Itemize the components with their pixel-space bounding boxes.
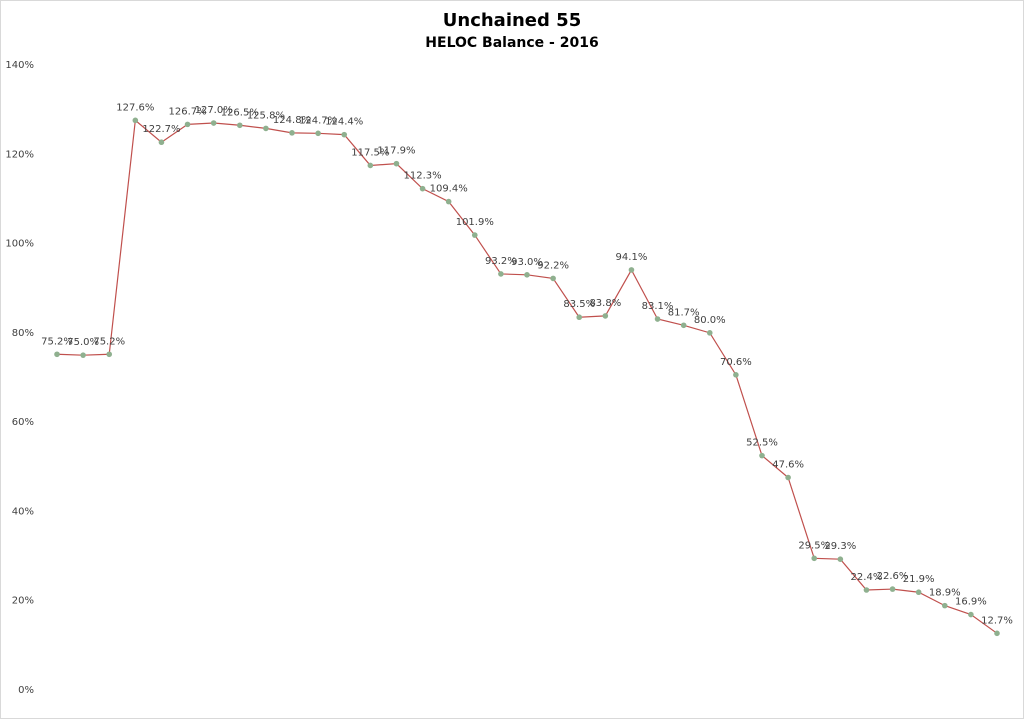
data-point [445, 198, 452, 205]
data-point [968, 611, 974, 618]
data-label: 117.5% [351, 147, 389, 158]
data-point [733, 372, 739, 378]
data-label: 29.5% [798, 540, 830, 551]
data-label: 81.7% [668, 307, 700, 318]
data-label: 93.0% [511, 257, 543, 268]
data-label: 126.5% [221, 107, 259, 118]
data-point [759, 452, 765, 459]
data-point [54, 351, 60, 358]
data-point [341, 131, 348, 138]
data-label: 80.0% [694, 315, 726, 326]
data-label: 29.3% [824, 541, 856, 552]
data-label: 70.6% [720, 357, 752, 368]
data-point [367, 162, 374, 169]
data-label: 75.2% [41, 336, 73, 347]
data-point [915, 589, 922, 596]
y-tick-label: 40% [12, 506, 34, 517]
data-point [315, 130, 321, 137]
data-point [263, 125, 269, 132]
data-label: 75.2% [93, 336, 125, 347]
data-point [576, 314, 583, 321]
data-point [811, 555, 818, 562]
data-point [106, 351, 113, 358]
data-label: 16.9% [955, 597, 987, 608]
data-label: 22.6% [877, 571, 909, 582]
data-point [837, 556, 844, 562]
data-point [236, 122, 243, 129]
data-label: 122.7% [142, 124, 180, 135]
data-label: 83.8% [589, 298, 621, 309]
y-tick-label: 0% [18, 685, 34, 696]
data-label: 109.4% [430, 184, 468, 195]
data-label: 127.6% [116, 102, 154, 113]
data-label: 12.7% [981, 615, 1013, 626]
data-point [158, 139, 165, 146]
data-label: 92.2% [537, 260, 569, 271]
data-label: 83.5% [563, 299, 595, 310]
data-point [471, 232, 478, 238]
data-point [210, 120, 217, 126]
data-point [941, 602, 948, 609]
data-point [419, 185, 426, 192]
data-point [132, 117, 139, 124]
data-point [994, 630, 1000, 637]
data-label: 18.9% [929, 588, 961, 599]
y-tick-label: 60% [12, 417, 34, 428]
data-point [393, 160, 400, 167]
data-point [80, 352, 86, 358]
y-tick-label: 80% [12, 328, 34, 339]
data-label: 124.4% [325, 117, 363, 128]
data-label: 124.8% [273, 115, 311, 126]
data-label: 112.3% [403, 171, 441, 182]
data-label: 127.0% [195, 105, 233, 116]
data-point [863, 587, 870, 593]
data-point [184, 121, 191, 128]
data-point [680, 322, 687, 329]
y-tick-label: 120% [5, 149, 34, 160]
data-label: 126.7% [168, 106, 206, 117]
data-point [550, 275, 556, 282]
data-label: 101.9% [456, 217, 494, 228]
data-label: 124.7% [299, 115, 337, 126]
data-point [602, 313, 609, 319]
y-tick-label: 100% [5, 239, 34, 250]
data-point [889, 586, 896, 592]
data-point [628, 267, 635, 273]
data-point [498, 271, 504, 277]
data-point [524, 272, 530, 278]
data-label: 83.1% [642, 301, 674, 312]
data-point [785, 474, 791, 481]
data-point [706, 330, 713, 336]
data-label: 93.2% [485, 256, 517, 267]
data-label: 52.5% [746, 438, 778, 449]
data-label: 117.9% [377, 146, 415, 157]
y-tick-label: 20% [12, 596, 34, 607]
data-point [289, 130, 295, 136]
data-label: 47.6% [772, 460, 804, 471]
data-label: 75.0% [67, 337, 99, 348]
data-label: 22.4% [851, 572, 883, 583]
data-point [654, 316, 661, 322]
data-label: 125.8% [247, 110, 285, 121]
y-tick-label: 140% [5, 60, 34, 71]
data-label: 94.1% [616, 252, 648, 263]
chart-title: Unchained 55 [443, 10, 581, 31]
data-label: 21.9% [903, 574, 935, 585]
chart-subtitle: HELOC Balance - 2016 [425, 35, 598, 51]
